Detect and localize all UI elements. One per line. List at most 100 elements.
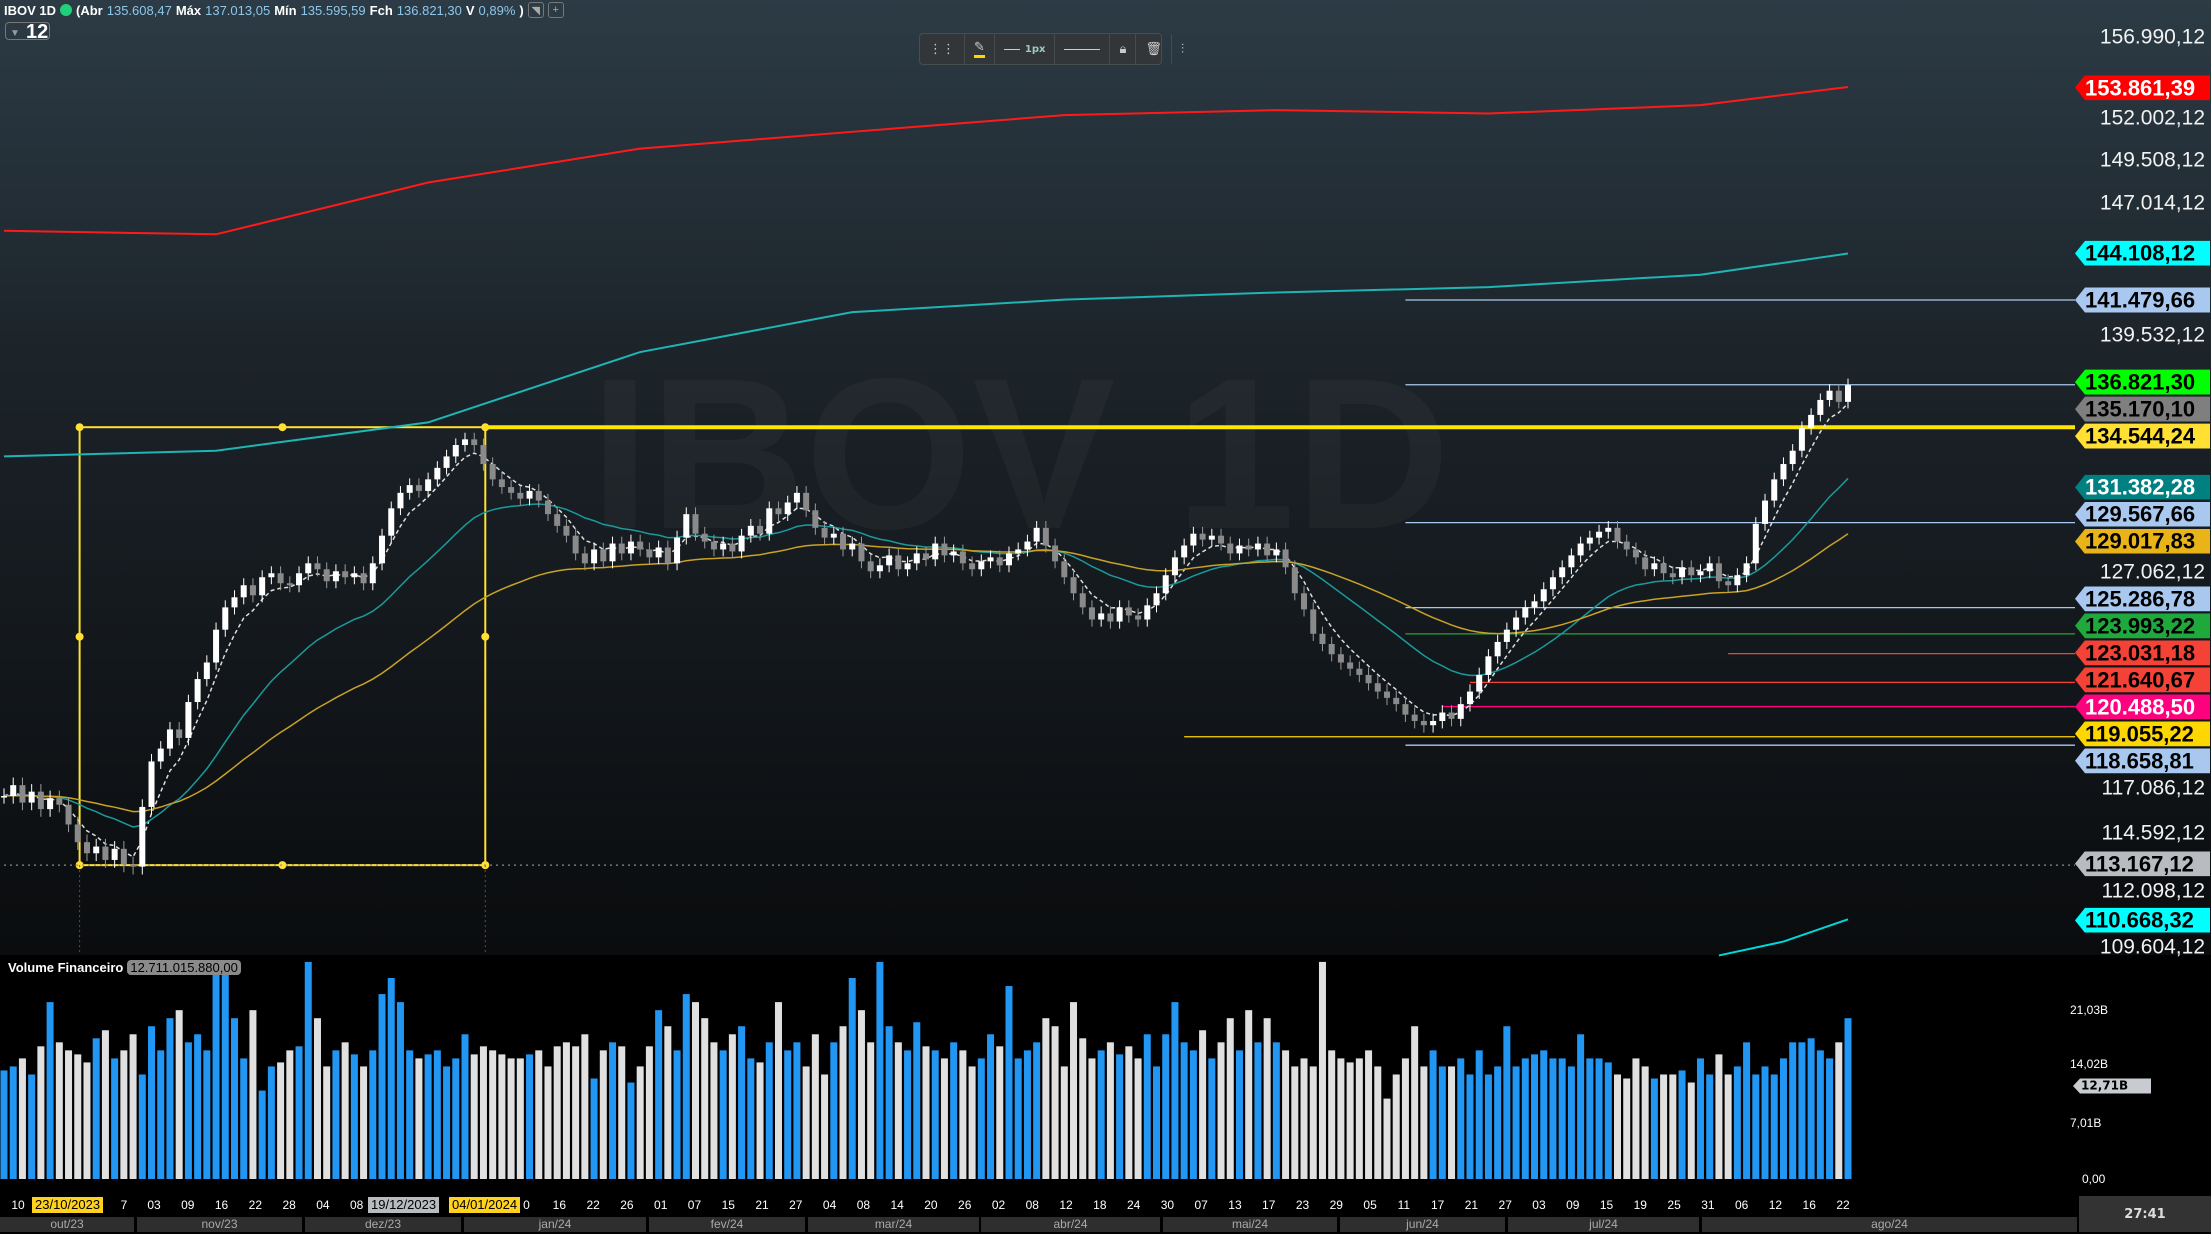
candle — [1743, 556, 1750, 583]
volume-bar — [1484, 1074, 1492, 1179]
candle — [526, 484, 533, 506]
collapse-button[interactable]: ◥ — [527, 2, 544, 18]
candle — [397, 486, 404, 516]
date-label: 22 — [1836, 1198, 1850, 1212]
candle — [56, 790, 63, 813]
candle — [517, 486, 524, 506]
volume-bar — [1761, 1066, 1769, 1179]
candle — [231, 590, 238, 615]
price-axis-label: 117.086,12 — [2101, 776, 2205, 800]
candle — [627, 534, 634, 561]
volume-bar — [765, 1042, 773, 1179]
volume-bar — [1438, 1066, 1446, 1179]
candle — [148, 753, 155, 815]
candle-body — [1245, 545, 1252, 550]
volume-bar — [1531, 1054, 1539, 1179]
price-tag: 113.167,12 — [2075, 851, 2210, 877]
candle-body — [535, 490, 542, 501]
countdown-clock: 27:41 — [2079, 1196, 2211, 1232]
candle-body — [1088, 607, 1095, 620]
candle-body — [637, 541, 644, 550]
candle — [747, 519, 754, 543]
candle — [950, 544, 957, 563]
candle — [185, 694, 192, 746]
candle — [360, 566, 367, 591]
candle — [120, 841, 127, 873]
rectangle-handle[interactable] — [278, 423, 287, 432]
volume-bar — [673, 1050, 681, 1179]
candle-body — [240, 585, 247, 598]
rectangle-handle[interactable] — [481, 632, 490, 641]
date-label: 05 — [1363, 1198, 1377, 1212]
candle — [1227, 536, 1234, 561]
candle — [1494, 634, 1501, 664]
candle-body — [148, 761, 155, 807]
volume-bar — [74, 1054, 82, 1179]
candle-body — [1568, 555, 1575, 568]
candle — [1328, 636, 1335, 662]
candle — [489, 457, 496, 487]
lock-icon[interactable]: 🔒︎ — [1110, 34, 1137, 64]
price-tag: 129.017,83 — [2075, 528, 2210, 554]
symbol-name[interactable]: IBOV 1D — [4, 2, 57, 18]
candle — [1448, 705, 1455, 727]
volume-bar — [1586, 1058, 1594, 1179]
line-style-button[interactable] — [1055, 34, 1111, 64]
volume-bar — [562, 1042, 570, 1179]
volume-bar — [1420, 1066, 1428, 1179]
candle — [1264, 536, 1271, 563]
candle — [1162, 568, 1169, 601]
candle — [47, 790, 54, 817]
candle — [93, 838, 100, 862]
volume-bar — [498, 1054, 506, 1179]
volume-bar — [848, 978, 856, 1179]
candle — [1088, 600, 1095, 627]
settings-sliders-icon[interactable]: ⫶ — [1180, 41, 1185, 57]
candle — [646, 542, 653, 565]
candle-body — [1061, 561, 1068, 578]
volume-bar — [516, 1058, 524, 1179]
candle-body — [1586, 537, 1593, 544]
candle — [1411, 707, 1418, 729]
volume-bar — [203, 1050, 211, 1179]
candle-body — [517, 492, 524, 499]
candle-body — [692, 514, 699, 534]
date-label: 19 — [1633, 1198, 1647, 1212]
candle-body — [425, 479, 432, 491]
period-selector[interactable]: ▼ 12 — [5, 22, 50, 40]
candle-body — [1780, 464, 1787, 480]
candle — [886, 548, 893, 573]
rectangle-handle[interactable] — [75, 632, 84, 641]
price-axis-label: 147.014,12 — [2099, 191, 2205, 215]
drag-handle-icon[interactable]: ⋮⋮ — [920, 34, 965, 64]
rectangle-handle[interactable] — [278, 861, 287, 870]
candle-body — [489, 464, 496, 480]
candle — [452, 438, 459, 464]
candle — [1208, 528, 1215, 547]
date-label: 25 — [1667, 1198, 1681, 1212]
candle — [1503, 622, 1510, 650]
price-axis-label: 156.990,12 — [2099, 25, 2205, 49]
trash-icon[interactable]: 🗑︎ — [1136, 34, 1172, 64]
pencil-color-button[interactable]: ✎ — [965, 34, 995, 64]
candle-body — [766, 508, 773, 534]
candle — [28, 784, 35, 811]
volume-bar — [774, 1002, 782, 1179]
rectangle-drawing — [78, 426, 487, 867]
rectangle-handle[interactable] — [75, 423, 84, 432]
candle — [1393, 690, 1400, 712]
volume-bar — [1328, 1050, 1336, 1179]
high-value: 137.013,05 — [205, 2, 271, 18]
volume-bar — [313, 1018, 321, 1179]
add-indicator-button[interactable]: + — [547, 2, 564, 18]
candle-body — [296, 573, 303, 586]
candle — [969, 556, 976, 577]
price-tag: 110.668,32 — [2075, 907, 2210, 933]
candle-body — [793, 492, 800, 503]
candle-body — [627, 541, 634, 554]
candle — [1476, 667, 1483, 699]
line-width-button[interactable]: 1px — [995, 34, 1056, 64]
candle — [1614, 520, 1621, 549]
volume-bar — [369, 1050, 377, 1179]
